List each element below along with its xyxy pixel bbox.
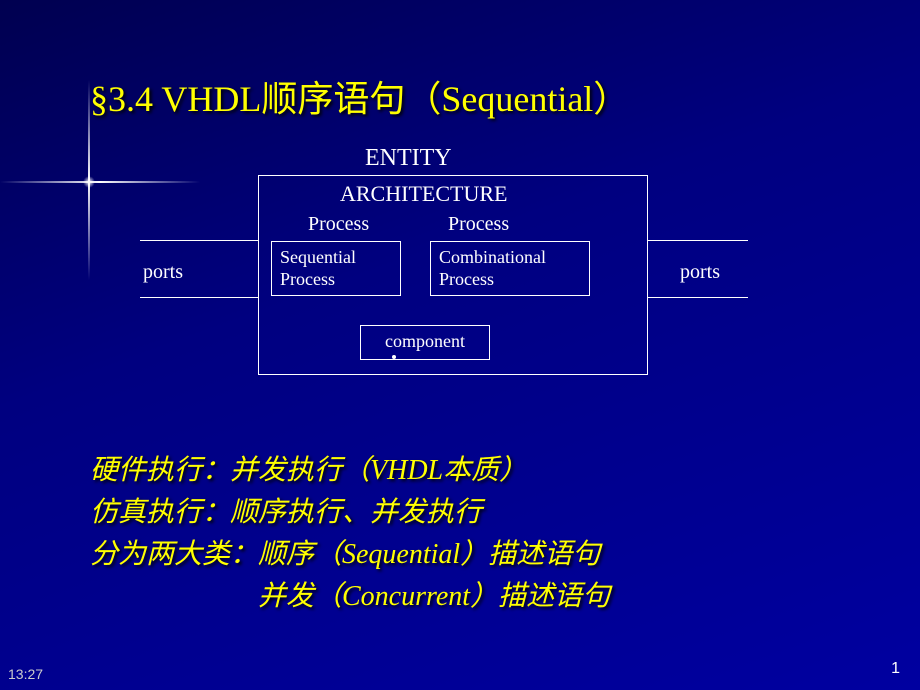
port-line-left-bottom bbox=[140, 297, 258, 298]
decorative-dot bbox=[392, 355, 396, 359]
page-title: §3.4 VHDL顺序语句（Sequential） bbox=[90, 70, 629, 122]
process-label-2: Process bbox=[448, 213, 509, 236]
body-line-2: 仿真执行：顺序执行、并发执行 bbox=[90, 492, 610, 534]
ports-right-label: ports bbox=[680, 261, 720, 284]
port-line-right-top bbox=[648, 240, 748, 241]
body-line-1: 硬件执行：并发执行（VHDL本质） bbox=[90, 450, 610, 492]
component-box: component bbox=[360, 325, 490, 360]
process-label-1: Process bbox=[308, 213, 369, 236]
body-line-4: 并发（Concurrent）描述语句 bbox=[90, 576, 610, 618]
star-center bbox=[83, 176, 95, 188]
page-number: 1 bbox=[891, 660, 900, 678]
architecture-label: ARCHITECTURE bbox=[340, 181, 507, 207]
star-decoration-h bbox=[0, 181, 200, 183]
port-line-left-top bbox=[140, 240, 258, 241]
ports-left-label: ports bbox=[143, 261, 183, 284]
port-line-right-bottom bbox=[648, 297, 748, 298]
body-line-3: 分为两大类：顺序（Sequential）描述语句 bbox=[90, 534, 610, 576]
sequential-process-box: Sequential Process bbox=[271, 241, 401, 296]
timestamp: 13:27 bbox=[8, 666, 43, 682]
combinational-process-box: Combinational Process bbox=[430, 241, 590, 296]
entity-label: ENTITY bbox=[365, 145, 452, 172]
body-text: 硬件执行：并发执行（VHDL本质） 仿真执行：顺序执行、并发执行 分为两大类：顺… bbox=[90, 450, 610, 618]
